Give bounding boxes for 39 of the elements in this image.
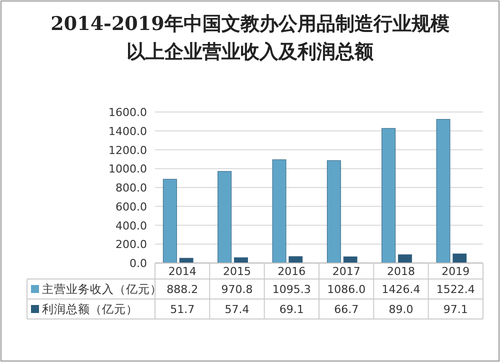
x-tick-label: 2018 xyxy=(387,265,415,278)
y-tick-label: 1200.0 xyxy=(108,144,147,157)
data-label: 51.7 xyxy=(170,303,195,316)
y-tick-label: 200.0 xyxy=(116,238,147,252)
data-label: 970.8 xyxy=(221,283,253,296)
y-tick-label: 1600.0 xyxy=(108,106,147,119)
y-tick-label: 0.0 xyxy=(130,257,147,270)
data-label: 97.1 xyxy=(443,303,468,316)
data-label: 1086.0 xyxy=(327,283,366,296)
chart-title: 2014-2019年中国文教办公用品制造行业规模以上企业营业收入及利润总额 xyxy=(50,12,450,65)
bar xyxy=(436,119,450,264)
x-tick-label: 2019 xyxy=(442,265,470,278)
data-label: 1095.3 xyxy=(272,283,311,296)
data-label: 57.4 xyxy=(224,303,250,316)
x-tick-label: 2016 xyxy=(278,265,306,278)
y-tick-label: 400.0 xyxy=(116,219,147,232)
data-label: 888.2 xyxy=(166,283,198,296)
bar xyxy=(326,160,341,264)
y-tick-label: 600.0 xyxy=(116,200,147,214)
x-tick-label: 2015 xyxy=(223,265,251,278)
bar xyxy=(288,256,303,264)
data-label: 66.7 xyxy=(334,303,359,316)
y-tick-label: 1400.0 xyxy=(108,124,147,138)
data-label: 1522.4 xyxy=(436,283,475,296)
y-tick-label: 800.0 xyxy=(116,182,147,194)
y-tick-label: 1000.0 xyxy=(108,162,147,176)
bar xyxy=(398,254,412,264)
bar xyxy=(272,159,286,264)
bar xyxy=(382,128,396,264)
data-label: 69.1 xyxy=(279,303,304,316)
legend-label: 利润总额（亿元） xyxy=(42,302,138,316)
legend-label: 主营业务收入（亿元） xyxy=(42,282,162,296)
bar xyxy=(162,178,177,264)
x-tick-label: 2014 xyxy=(168,265,196,278)
bar xyxy=(452,254,467,264)
x-tick-label: 2017 xyxy=(332,265,360,278)
data-label: 1426.4 xyxy=(382,283,420,296)
bar xyxy=(218,171,232,264)
data-label: 89.0 xyxy=(388,303,414,316)
